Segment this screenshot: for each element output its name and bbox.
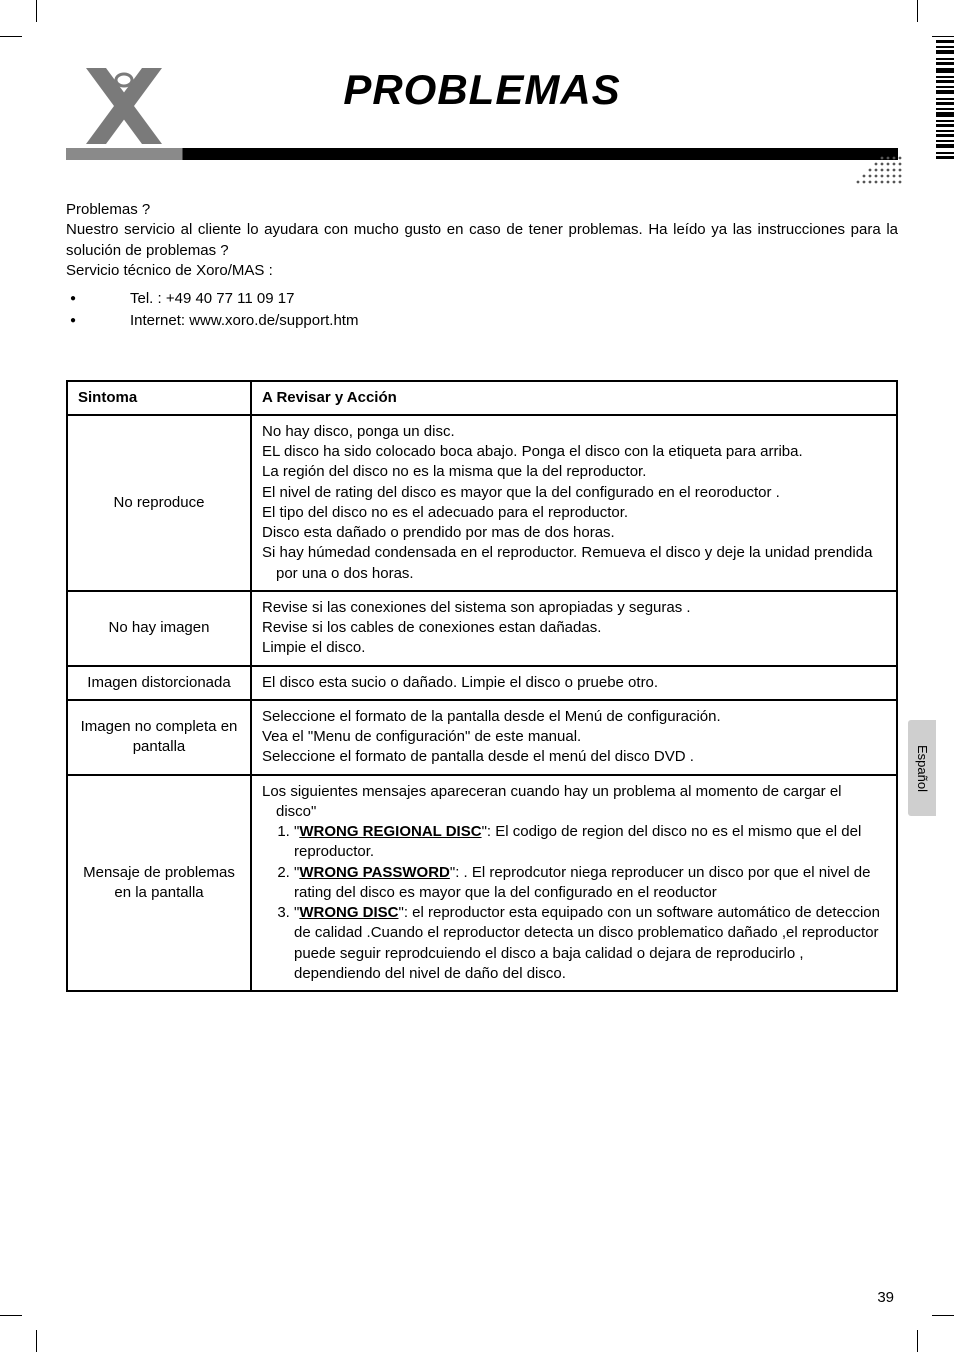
accion-cell: Los siguientes mensajes apareceran cuand… <box>251 775 897 992</box>
page-number: 39 <box>877 1289 894 1306</box>
language-tab-label: Español <box>915 745 930 792</box>
crop-mark <box>932 1315 954 1316</box>
crop-mark <box>917 1330 918 1352</box>
accion-cell: No hay disco, ponga un disc. EL disco ha… <box>251 415 897 591</box>
bullet-list: Tel. : +49 40 77 11 09 17 Internet: www.… <box>66 289 898 332</box>
accion-line: EL disco ha sido colocado boca abajo. Po… <box>262 442 886 462</box>
table-row: Imagen distorcionada El disco esta sucio… <box>67 666 897 700</box>
troubleshooting-table: Sintoma A Revisar y Acción No reproduce … <box>66 380 898 993</box>
bullet-text: Internet: www.xoro.de/support.htm <box>130 311 358 331</box>
list-item: "WRONG DISC": el reproductor esta equipa… <box>294 903 886 984</box>
accion-cell: Seleccione el formato de la pantalla des… <box>251 700 897 775</box>
page-header: PROBLEMAS <box>66 60 898 160</box>
bullet-icon <box>66 289 130 309</box>
msg-intro: Los siguientes mensajes apareceran cuand… <box>262 782 886 823</box>
crop-mark <box>932 36 954 37</box>
accion-line: La región del disco no es la misma que l… <box>262 462 886 482</box>
msg-list: "WRONG REGIONAL DISC": El codigo de regi… <box>262 822 886 984</box>
accion-cell: Revise si las conexiones del sistema son… <box>251 591 897 666</box>
table-header-sintoma: Sintoma <box>67 381 251 415</box>
bullet-text: Tel. : +49 40 77 11 09 17 <box>130 289 294 309</box>
table-row: Mensaje de problemas en la pantalla Los … <box>67 775 897 992</box>
accion-cell: El disco esta sucio o dañado. Limpie el … <box>251 666 897 700</box>
accion-line: Seleccione el formato de la pantalla des… <box>262 707 886 727</box>
accion-line: Disco esta dañado o prendido por mas de … <box>262 523 886 543</box>
msg-keyword: WRONG DISC <box>299 904 398 921</box>
sintoma-cell: Imagen no completa en pantalla <box>67 700 251 775</box>
accion-line: Vea el "Menu de configuración" de este m… <box>262 727 886 747</box>
sintoma-cell: No reproduce <box>67 415 251 591</box>
accion-line: Si hay húmedad condensada en el reproduc… <box>262 543 886 584</box>
table-row: No reproduce No hay disco, ponga un disc… <box>67 415 897 591</box>
accion-line: El tipo del disco no es el adecuado para… <box>262 503 886 523</box>
crop-mark <box>0 1315 22 1316</box>
header-underline <box>66 148 898 160</box>
msg-keyword: WRONG PASSWORD <box>299 864 450 881</box>
accion-line: Revise si los cables de conexiones estan… <box>262 618 886 638</box>
table-header-accion: A Revisar y Acción <box>251 381 897 415</box>
intro-question: Problemas ? <box>66 200 898 220</box>
msg-keyword: WRONG REGIONAL DISC <box>299 823 481 840</box>
intro-service-line: Servicio técnico de Xoro/MAS : <box>66 261 898 281</box>
bullet-icon <box>66 311 130 331</box>
list-item: "WRONG PASSWORD": . El reprodcutor niega… <box>294 863 886 904</box>
sintoma-cell: Mensaje de problemas en la pantalla <box>67 775 251 992</box>
list-item: Internet: www.xoro.de/support.htm <box>66 311 898 331</box>
crop-mark <box>36 0 37 22</box>
accion-line: Limpie el disco. <box>262 638 886 658</box>
table-header-row: Sintoma A Revisar y Acción <box>67 381 897 415</box>
accion-line: No hay disco, ponga un disc. <box>262 422 886 442</box>
intro-paragraph: Nuestro servicio al cliente lo ayudara c… <box>66 220 898 261</box>
table-row: No hay imagen Revise si las conexiones d… <box>67 591 897 666</box>
crop-mark <box>917 0 918 22</box>
accion-line: El disco esta sucio o dañado. Limpie el … <box>262 673 886 693</box>
edge-barcode <box>932 40 954 166</box>
language-tab: Español <box>908 720 936 816</box>
accion-line: Seleccione el formato de pantalla desde … <box>262 747 886 767</box>
crop-mark <box>0 36 22 37</box>
header-dots-icon <box>854 156 904 186</box>
accion-line: Revise si las conexiones del sistema son… <box>262 598 886 618</box>
sintoma-cell: No hay imagen <box>67 591 251 666</box>
table-row: Imagen no completa en pantalla Seleccion… <box>67 700 897 775</box>
list-item: "WRONG REGIONAL DISC": El codigo de regi… <box>294 822 886 863</box>
content-area: Problemas ? Nuestro servicio al cliente … <box>66 200 898 992</box>
list-item: Tel. : +49 40 77 11 09 17 <box>66 289 898 309</box>
crop-mark <box>36 1330 37 1352</box>
sintoma-cell: Imagen distorcionada <box>67 666 251 700</box>
page-title: PROBLEMAS <box>66 66 898 114</box>
accion-line: El nivel de rating del disco es mayor qu… <box>262 483 886 503</box>
